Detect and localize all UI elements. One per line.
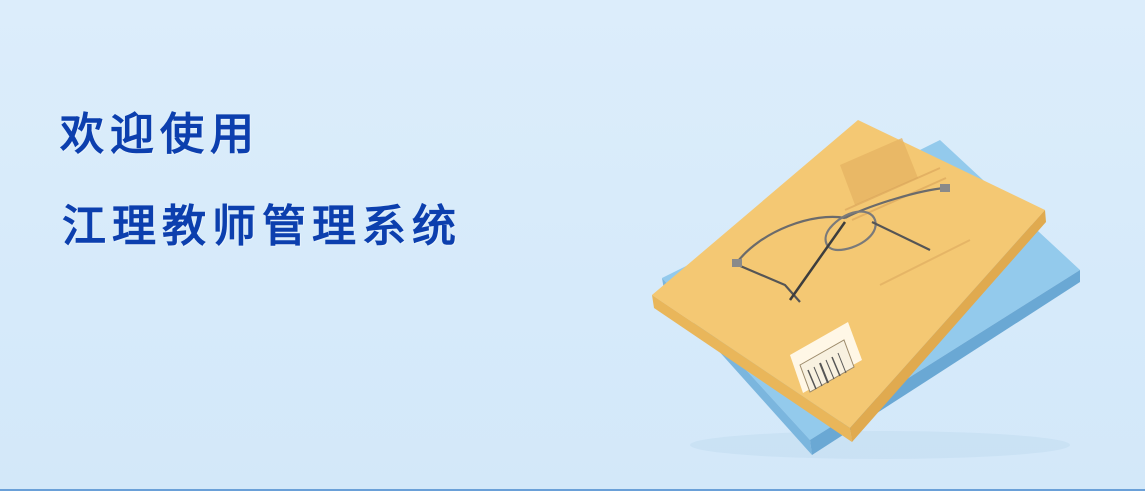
system-title: 江理教师管理系统 bbox=[62, 201, 462, 252]
books-with-glasses-icon bbox=[652, 120, 1080, 459]
bottom-border bbox=[0, 489, 1145, 491]
yellow-book bbox=[652, 120, 1046, 442]
books-shadow bbox=[690, 431, 1070, 459]
barcode-label bbox=[790, 322, 862, 393]
glasses bbox=[732, 184, 950, 303]
welcome-text: 欢迎使用 bbox=[60, 109, 260, 160]
